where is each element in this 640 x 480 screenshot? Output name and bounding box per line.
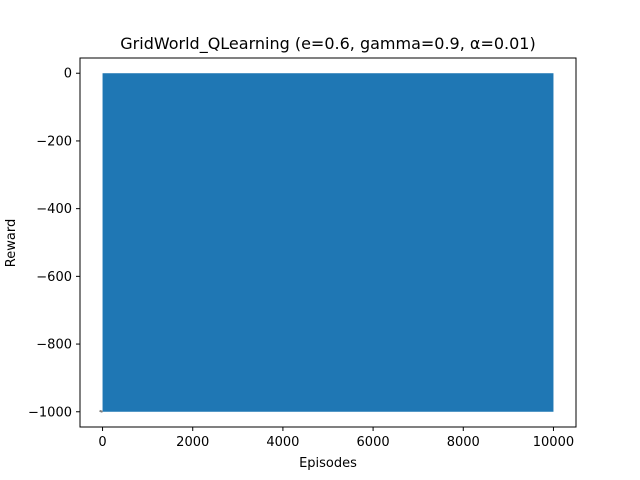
x-tick-label: 0 <box>98 435 106 450</box>
y-tick-label: −800 <box>36 338 72 353</box>
x-tick-label: 8000 <box>447 435 480 450</box>
axes-frame <box>79 57 577 428</box>
y-axis: 0 −200 −400 −600 −800 −1000 <box>28 67 80 420</box>
x-tick-label: 10000 <box>533 435 574 450</box>
x-axis-label: Episodes <box>299 456 357 471</box>
y-tick-label: −1000 <box>28 405 72 420</box>
plot-area <box>99 73 554 413</box>
y-tick-label: −600 <box>36 270 72 285</box>
x-tick-label: 6000 <box>357 435 390 450</box>
x-axis: 0 2000 4000 6000 8000 10000 <box>98 427 574 450</box>
reward-series-line <box>102 73 554 412</box>
y-tick-label: 0 <box>64 67 72 82</box>
y-tick-label: −400 <box>36 202 72 217</box>
y-tick-label: −200 <box>36 134 72 149</box>
x-tick-label: 2000 <box>176 435 209 450</box>
reward-series-start-segment <box>99 409 103 413</box>
x-tick-label: 4000 <box>266 435 299 450</box>
y-axis-label: Reward <box>4 219 19 267</box>
chart-title: GridWorld_QLearning (e=0.6, gamma=0.9, α… <box>120 34 535 54</box>
